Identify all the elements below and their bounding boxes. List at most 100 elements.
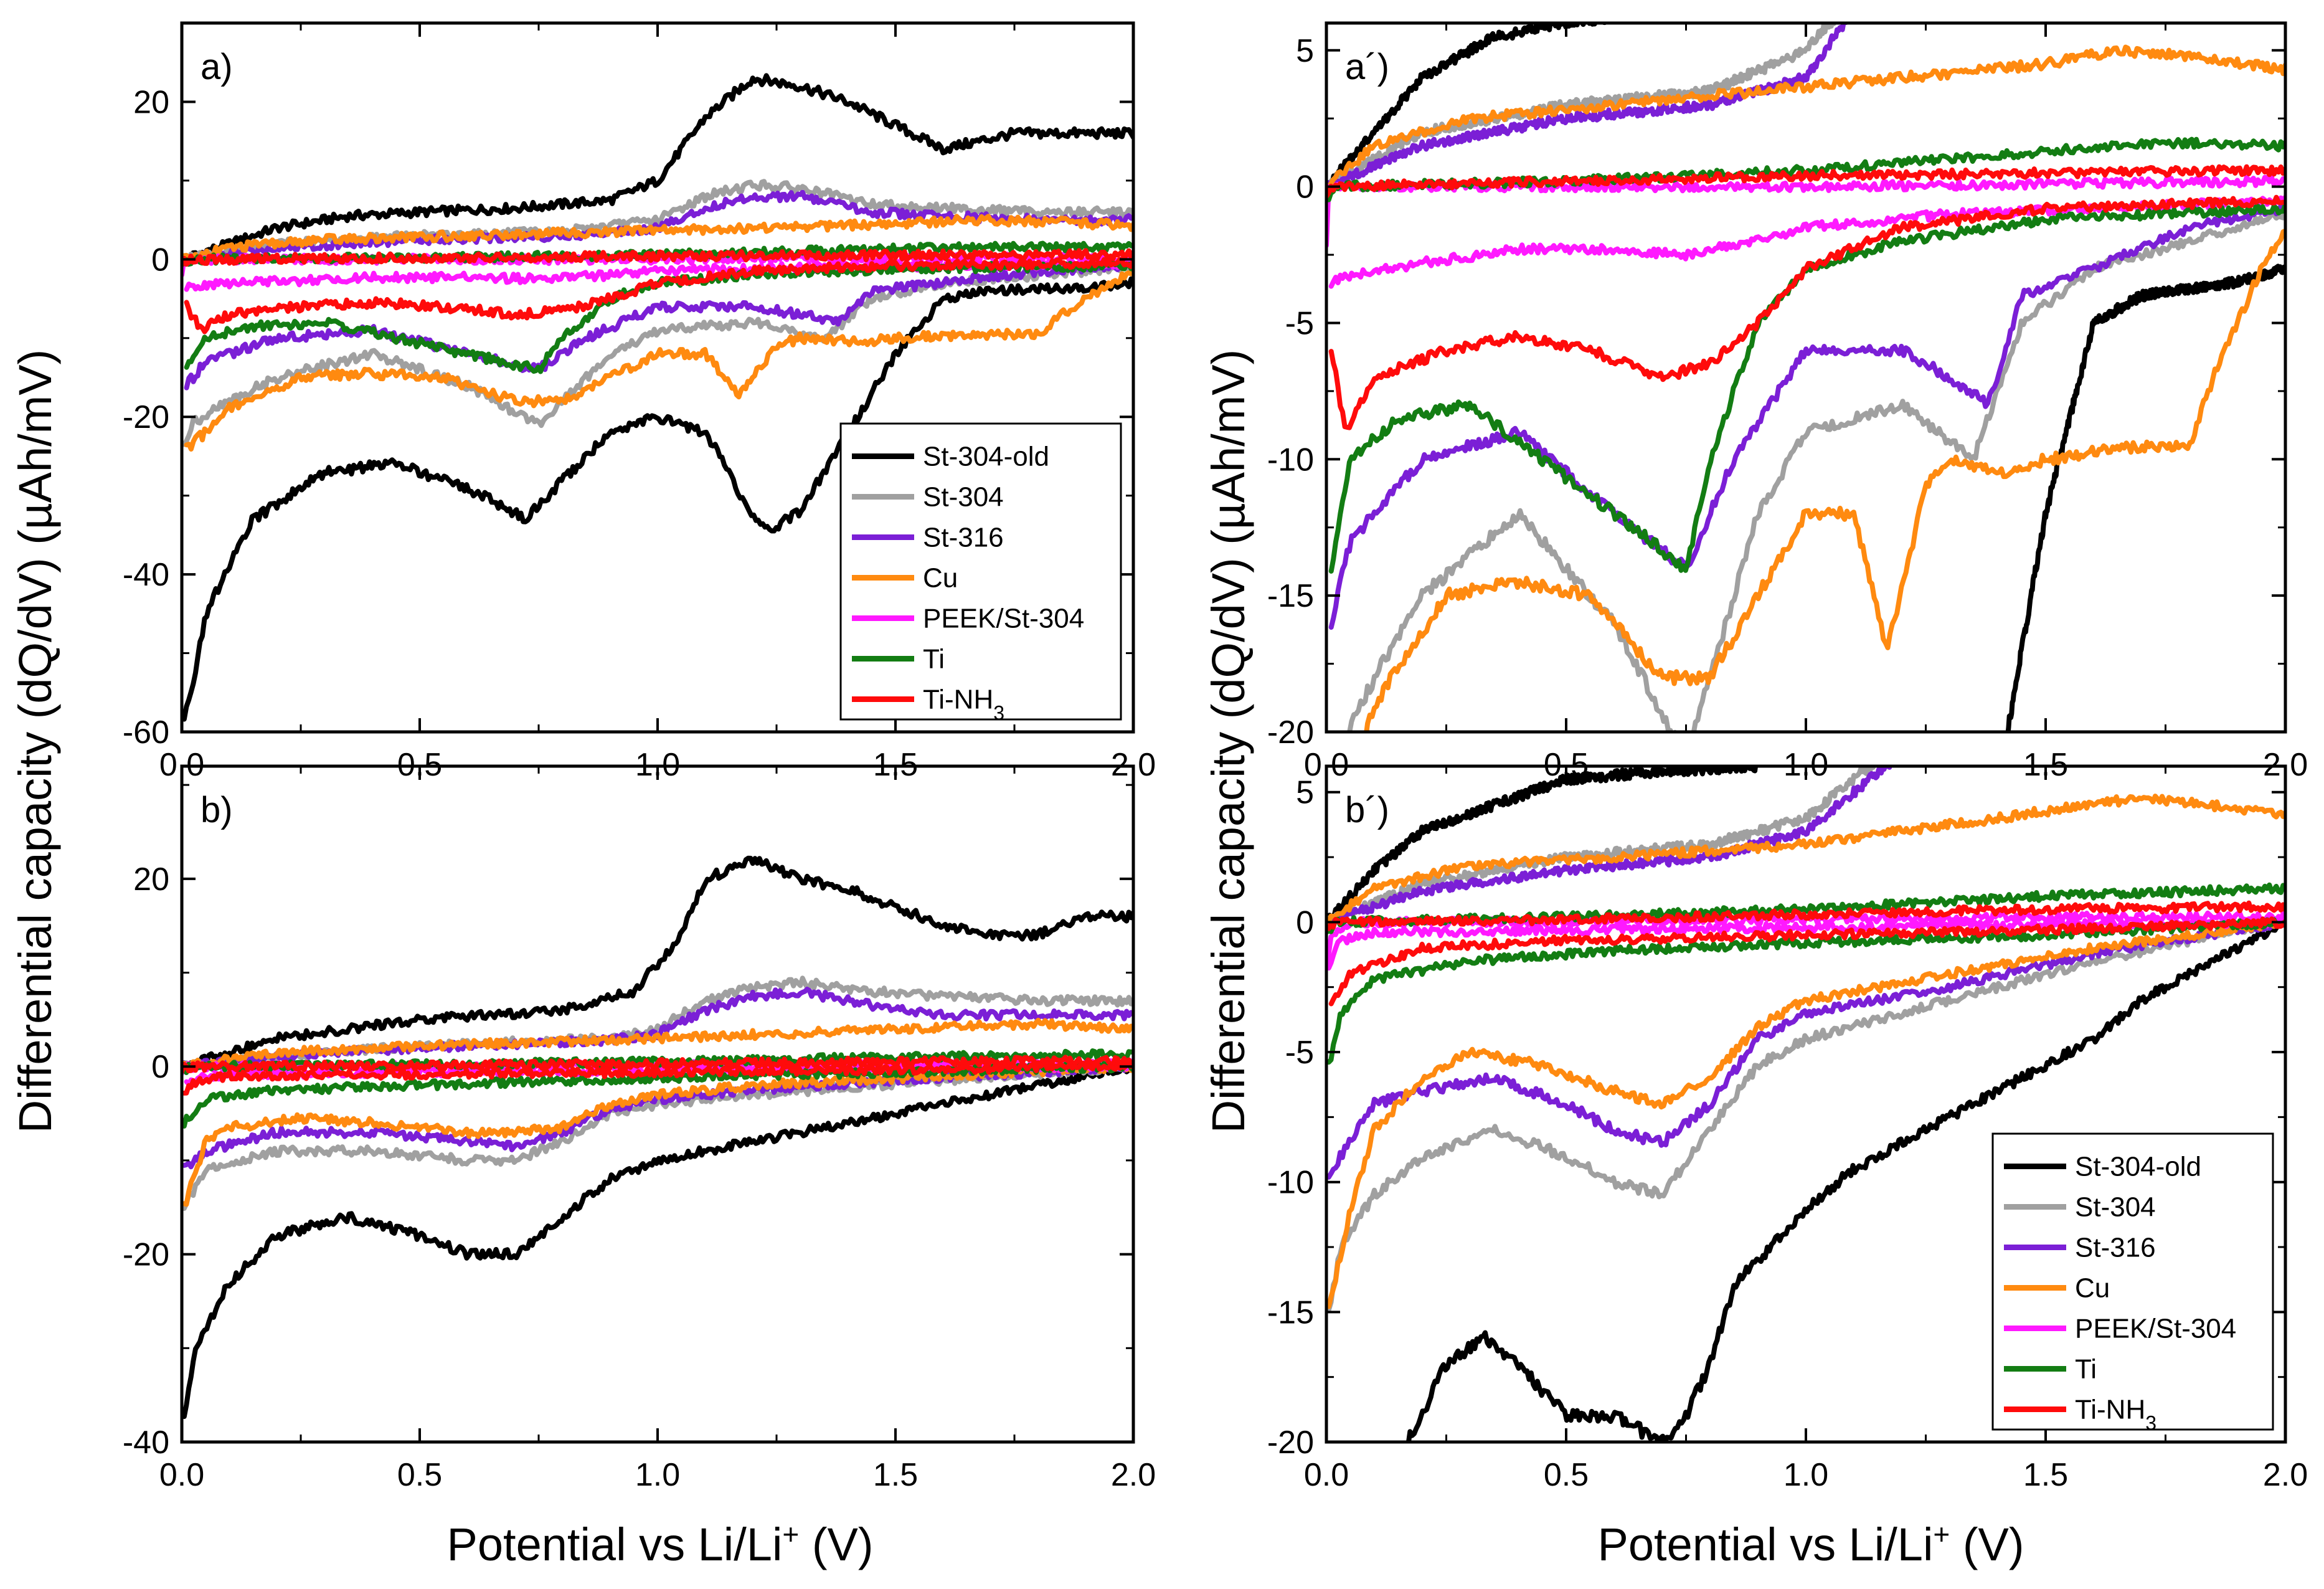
y-tick-label: 5 [1296, 775, 1314, 811]
series-cu-discharge [1326, 916, 2285, 1309]
x-tick-label: 0.5 [397, 1457, 442, 1493]
legend-box [839, 422, 1122, 721]
legend-label-subscript: 3 [993, 702, 1004, 724]
legend-label: Cu [923, 563, 958, 594]
series-st-316-charge [1326, 23, 1849, 188]
legend-label: St-316 [2075, 1233, 2156, 1263]
x-tick-label: 1.0 [1783, 1457, 1828, 1493]
x-axis-title-right: Potential vs Li/Li+ (V) [1598, 1518, 2024, 1570]
x-tick-label: 1.5 [2023, 1457, 2068, 1493]
legend-label: Ti [2075, 1354, 2097, 1385]
series-cu-charge [1326, 794, 2285, 925]
series-cu-charge [182, 214, 1133, 262]
series-ti-nh3-discharge [1328, 916, 2285, 1007]
series-ti-nh3-charge [1326, 900, 2285, 931]
x-tick-label: 0.0 [159, 1457, 204, 1493]
legend: St-304-old St-304 St-316 Cu PEEK/St-304 Ti Ti-… [1991, 1132, 2274, 1435]
y-tick-label: 5 [1296, 33, 1314, 69]
x-axis-title-main: Potential vs Li/Li [447, 1519, 783, 1570]
y-tick-label: 0 [1296, 904, 1314, 941]
panel-b: 0.0 0.5 1.0 1.5 2.0 -40 -20 0 20 b) [123, 764, 1156, 1493]
y-tick-label: 20 [133, 84, 169, 120]
series-cu-charge [1326, 44, 2285, 192]
legend-label-subscript: 3 [2145, 1412, 2156, 1435]
series-ti-charge [1326, 882, 2285, 935]
series-ti-nh3-charge [182, 248, 1133, 268]
series-st-316-charge [1326, 766, 1892, 927]
panel-label: b) [201, 790, 233, 830]
y-tick-label: -60 [123, 714, 169, 751]
x-tick-label: 0.5 [1544, 1457, 1589, 1493]
panel-label: a) [201, 47, 233, 87]
series-peek-st-304-discharge [1328, 194, 2285, 289]
x-axis-title-superscript: + [1933, 1518, 1950, 1550]
plot-area [182, 73, 1133, 722]
series-st-304-old-discharge [1405, 919, 2285, 1442]
y-tick-label: 20 [133, 861, 169, 898]
legend-label: St-316 [923, 523, 1004, 553]
series-cu-charge [182, 1017, 1133, 1070]
y-tick-label: 0 [151, 1049, 169, 1085]
series-cu-discharge [1364, 228, 2285, 732]
series-st-304-old-discharge [182, 1060, 1133, 1420]
x-tick-label: 2.0 [2263, 1457, 2308, 1493]
legend-label: Ti-NH3 [923, 685, 1004, 724]
series-st-304-old-discharge [2005, 263, 2285, 732]
series-ti-nh3-charge [1326, 164, 2285, 199]
legend-label: Ti [923, 644, 945, 675]
y-tick-label: -5 [1285, 305, 1314, 341]
series-cu-discharge [182, 1061, 1133, 1207]
panel-b-prime: 0.0 0.5 1.0 1.5 2.0 -20 -15 -10 -5 0 5 b´) St-304-ol… [1267, 764, 2308, 1493]
y-tick-label: 0 [151, 242, 169, 278]
series-st-316-discharge [1328, 202, 2285, 630]
series-ti-nh3-discharge [182, 1060, 1133, 1096]
y-tick-label: -40 [123, 557, 169, 593]
x-axis-title-superscript: + [782, 1518, 799, 1550]
series-st-304-old-charge [1326, 23, 1617, 190]
y-tick-label: -5 [1285, 1035, 1314, 1071]
series-st-316-discharge [184, 261, 1133, 391]
legend-box [1991, 1132, 2274, 1431]
x-axis-title-unit: (V) [799, 1519, 873, 1570]
y-tick-label: 0 [1296, 169, 1314, 206]
x-tick-label: 2.0 [1111, 1457, 1156, 1493]
series-ti-nh3-discharge [1328, 194, 2285, 430]
y-tick-label: -20 [123, 399, 169, 435]
x-axis-title-unit: (V) [1950, 1519, 2024, 1570]
y-tick-label: -20 [1267, 1425, 1314, 1461]
y-axis-title-left: Differential capacity (dQ/dV) (µAh/mV) [9, 349, 61, 1134]
panel-a-prime: 0.0 0.5 1.0 1.5 2.0-20-15-10-505 a´) [1267, 21, 2308, 783]
series-ti-nh3-discharge [184, 257, 1133, 334]
legend-label: Cu [2075, 1273, 2110, 1304]
series-st-316-discharge [1326, 919, 2285, 1180]
plot-area [182, 855, 1133, 1420]
y-tick-label: -40 [123, 1425, 169, 1461]
series-st-304-old-charge [182, 855, 1133, 1071]
y-tick-label: -20 [123, 1237, 169, 1273]
y-tick-label: -10 [1267, 442, 1314, 478]
series-st-304-discharge [182, 261, 1133, 447]
y-axis-title-right: Differential capacity (dQ/dV) (µAh/mV) [1202, 349, 1254, 1134]
y-tick-label: -20 [1267, 714, 1314, 751]
x-tick-label: 1.0 [635, 1457, 680, 1493]
x-axis-title-left: Potential vs Li/Li+ (V) [447, 1518, 874, 1570]
panel-label: b´) [1345, 790, 1389, 830]
legend-label-main: Ti-NH [923, 685, 993, 715]
legend-label: Ti-NH3 [2075, 1395, 2156, 1435]
legend-label-main: Ti-NH [2075, 1395, 2145, 1425]
plot-area [1326, 23, 2285, 732]
x-tick-label: 0.0 [1304, 1457, 1349, 1493]
series-peek-st-304-charge [1326, 174, 2285, 249]
x-tick-label: 1.5 [873, 1457, 918, 1493]
legend: St-304-old St-304 St-316 Cu PEEK/St-304 Ti Ti-… [839, 422, 1122, 724]
series-st-304-discharge [1347, 208, 2285, 732]
x-axis-title-main: Potential vs Li/Li [1598, 1519, 1934, 1570]
y-tick-label: -10 [1267, 1165, 1314, 1201]
plot-area [1326, 766, 2285, 1442]
legend-label: St-304 [2075, 1192, 2156, 1223]
series-st-304-old-charge [182, 73, 1133, 265]
legend-label: PEEK/St-304 [923, 604, 1084, 634]
series-cu-discharge [184, 269, 1133, 452]
y-tick-label: -15 [1267, 578, 1314, 614]
